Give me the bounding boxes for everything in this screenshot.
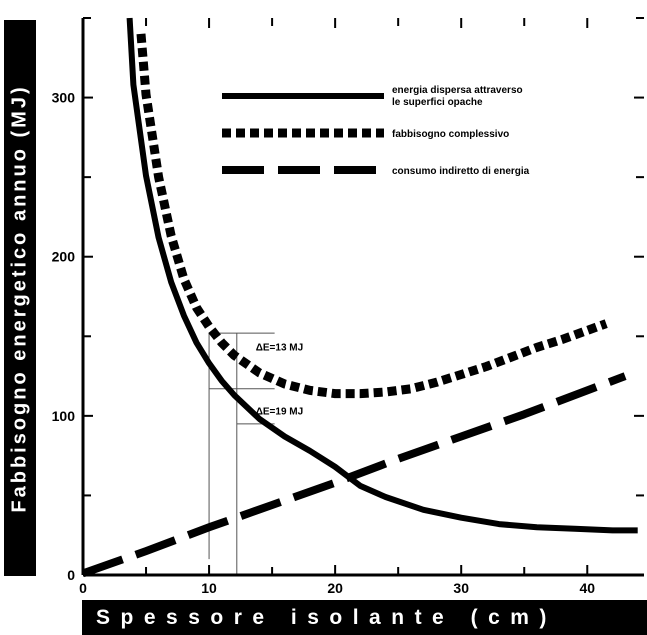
y-axis-title-box: Fabbisogno energetico annuo (MJ) [4,20,36,576]
y-tick-label: 100 [52,408,76,424]
y-tick-label: 200 [52,249,76,265]
x-axis-title: Spessore isolante (cm) [96,605,557,629]
y-tick-label: 300 [52,90,76,106]
axes [81,18,644,577]
x-tick-label: 10 [201,580,217,596]
legend-label: consumo indiretto di energia [392,166,530,177]
x-tick-label: 0 [79,580,87,596]
tick-labels: 0 100 200 300 0 10 20 30 40 [52,90,596,596]
x-tick-label: 40 [579,580,595,596]
x-tick-label: 20 [327,580,343,596]
series-line-dotted [136,33,608,399]
series-line-solid [126,17,638,534]
legend: energia dispersa attraverso le superfici … [222,85,530,177]
delta-annotation: ΔE=19 MJ [256,406,303,417]
x-tick-label: 30 [453,580,469,596]
delta-annotation-lines [208,332,275,575]
axis-ticks [83,17,644,576]
line-chart: 0 100 200 300 0 10 20 30 40 energia dispersa att… [52,17,644,596]
delta-annotation: ΔE=13 MJ [256,343,303,354]
series-layer [81,17,638,578]
legend-label: fabbisogno complessivo [392,129,509,140]
x-axis-title-box: Spessore isolante (cm) [82,600,647,635]
legend-label: energia dispersa attraverso le superfici … [392,85,523,108]
y-tick-label: 0 [67,567,75,583]
annotations: ΔE=13 MJ ΔE=19 MJ [256,343,303,418]
series-line-dashed [81,372,627,578]
